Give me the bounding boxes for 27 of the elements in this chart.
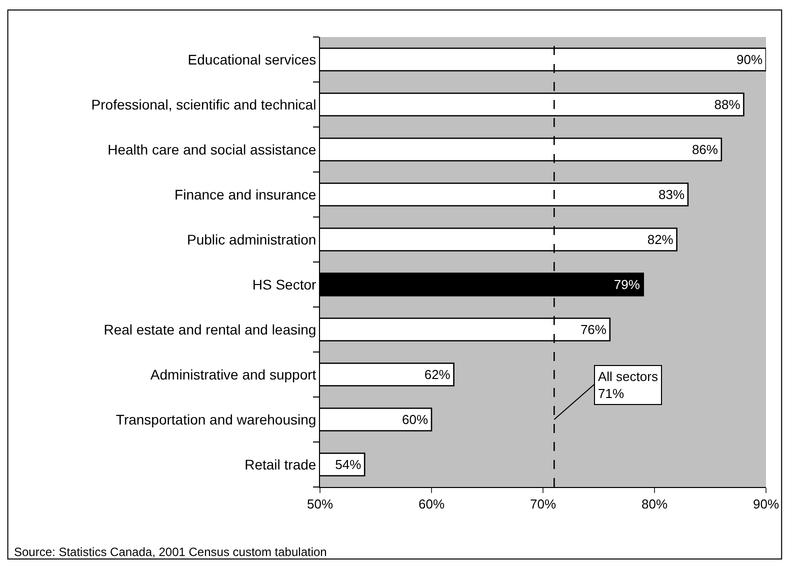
data-label: 82%	[647, 232, 674, 247]
x-tick-label: 90%	[752, 496, 780, 512]
y-tick-label: Educational services	[188, 51, 316, 68]
y-tick-label: Administrative and support	[150, 366, 316, 382]
data-label: 88%	[714, 97, 741, 112]
data-label: 83%	[658, 187, 685, 202]
y-tick-label: Real estate and rental and leasing	[104, 321, 316, 338]
y-tick-label: Retail trade	[244, 456, 316, 472]
x-tick-label: 80%	[641, 496, 668, 512]
x-tick-label: 50%	[306, 496, 334, 512]
y-tick-label: Finance and insurance	[174, 186, 316, 202]
y-tick-label: Transportation and warehousing	[116, 411, 316, 428]
y-tick-label: HS Sector	[252, 276, 317, 292]
data-label: 54%	[335, 457, 362, 472]
data-label: 79%	[614, 277, 640, 292]
data-label: 76%	[580, 322, 607, 337]
data-label: 90%	[736, 52, 763, 67]
data-label: 86%	[692, 142, 718, 157]
y-tick-label: Professional, scientific and technical	[91, 96, 316, 112]
x-tick-label: 70%	[530, 496, 556, 512]
data-label: 62%	[424, 367, 451, 382]
y-tick-label: Public administration	[187, 231, 316, 248]
source-note: Source: Statistics Canada, 2001 Census custom tabulation	[14, 545, 327, 559]
x-tick-label: 60%	[418, 496, 445, 512]
ref-line-label: All sectors 71%	[598, 369, 658, 401]
data-label: 60%	[402, 412, 428, 427]
y-tick-label: Health care and social assistance	[108, 141, 316, 158]
